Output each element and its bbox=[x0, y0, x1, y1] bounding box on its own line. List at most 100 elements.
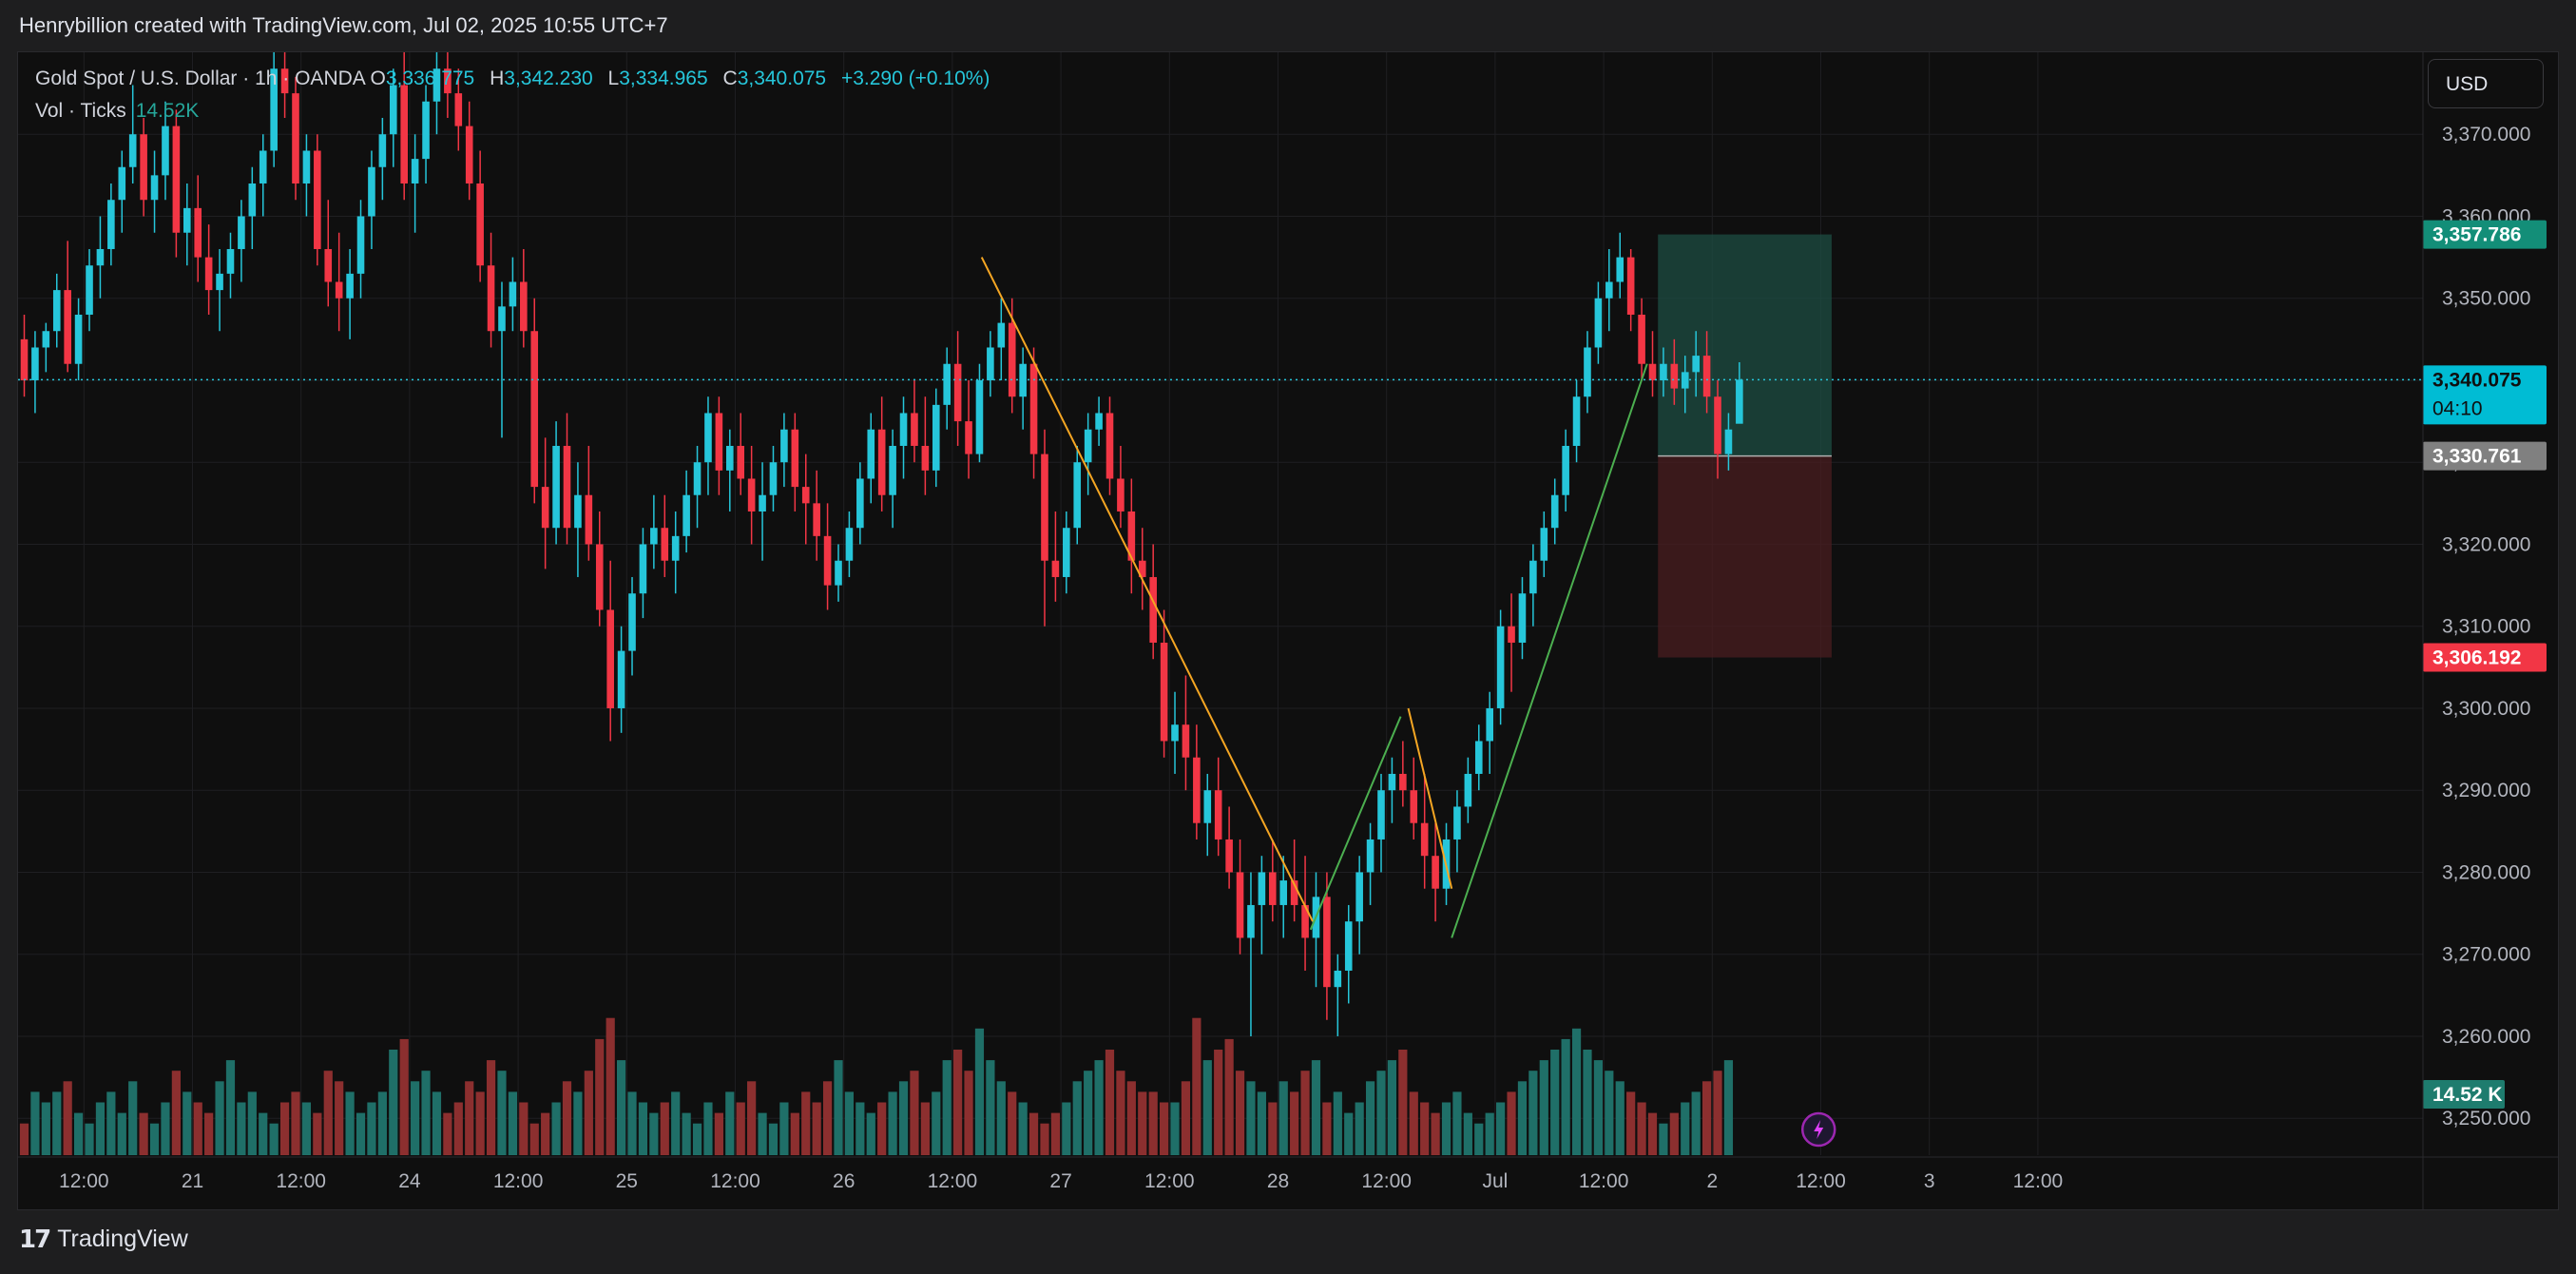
candle-body[interactable] bbox=[1399, 773, 1407, 791]
candle-body[interactable] bbox=[671, 535, 680, 561]
candle-body[interactable] bbox=[1453, 806, 1461, 840]
candle-body[interactable] bbox=[172, 125, 181, 233]
candle-body[interactable] bbox=[422, 101, 430, 160]
candle-body[interactable] bbox=[465, 125, 473, 183]
candle-body[interactable] bbox=[563, 445, 571, 529]
candle-body[interactable] bbox=[1269, 872, 1277, 905]
candle-body[interactable] bbox=[1290, 880, 1298, 905]
candle-body[interactable] bbox=[997, 322, 1006, 348]
candle-body[interactable] bbox=[693, 462, 702, 495]
candle-body[interactable] bbox=[118, 166, 126, 201]
candle-body[interactable] bbox=[1160, 642, 1168, 742]
candle-body[interactable] bbox=[128, 134, 137, 167]
candle-body[interactable] bbox=[1508, 626, 1515, 643]
candle-body[interactable] bbox=[150, 175, 159, 201]
candle-body[interactable] bbox=[1258, 872, 1266, 905]
candle-body[interactable] bbox=[1660, 363, 1667, 380]
candle-body[interactable] bbox=[1584, 347, 1591, 397]
candle-body[interactable] bbox=[1323, 897, 1331, 988]
candle-body[interactable] bbox=[1377, 790, 1385, 840]
candle-body[interactable] bbox=[1724, 429, 1733, 454]
candle-body[interactable] bbox=[1432, 856, 1439, 889]
candle-body[interactable] bbox=[1736, 379, 1743, 424]
candle-body[interactable] bbox=[1518, 593, 1527, 643]
candle-body[interactable] bbox=[1105, 413, 1114, 479]
candle-body[interactable] bbox=[1529, 560, 1537, 594]
candle-body[interactable] bbox=[921, 445, 930, 471]
candle-body[interactable] bbox=[791, 429, 799, 488]
candle-body[interactable] bbox=[965, 421, 972, 454]
candle-body[interactable] bbox=[1616, 257, 1624, 282]
candle-body[interactable] bbox=[20, 338, 29, 380]
candle-body[interactable] bbox=[183, 207, 191, 233]
candle-body[interactable] bbox=[96, 248, 105, 266]
candle-body[interactable] bbox=[1692, 356, 1700, 373]
candle-body[interactable] bbox=[574, 494, 582, 529]
candle-body[interactable] bbox=[1714, 396, 1721, 454]
candle-body[interactable] bbox=[1410, 790, 1418, 823]
volume-indicator-label[interactable]: Vol · Ticks bbox=[35, 100, 126, 122]
candle-body[interactable] bbox=[1247, 904, 1255, 938]
candle-body[interactable] bbox=[86, 265, 93, 315]
candle-body[interactable] bbox=[650, 528, 658, 545]
candle-body[interactable] bbox=[1117, 478, 1125, 512]
candle-body[interactable] bbox=[433, 68, 441, 102]
candle-body[interactable] bbox=[682, 494, 690, 536]
candle-body[interactable] bbox=[476, 183, 484, 266]
candle-body[interactable] bbox=[194, 207, 202, 258]
candle-body[interactable] bbox=[411, 159, 419, 183]
candle-body[interactable] bbox=[1182, 724, 1190, 758]
position-stop-zone[interactable] bbox=[1658, 455, 1832, 658]
candle-body[interactable] bbox=[987, 347, 994, 380]
trendline-orange[interactable] bbox=[1407, 707, 1453, 889]
chart-area[interactable]: 3,250.000 3,260.000 3,270.000 3,280.000 3,29… bbox=[17, 51, 2559, 1210]
candle-body[interactable] bbox=[1496, 626, 1505, 708]
candle-body[interactable] bbox=[1550, 494, 1559, 529]
candle-body[interactable] bbox=[1648, 363, 1657, 380]
candle-body[interactable] bbox=[1095, 413, 1103, 430]
candle-body[interactable] bbox=[726, 445, 734, 471]
candle-body[interactable] bbox=[704, 413, 712, 463]
candle-body[interactable] bbox=[42, 331, 50, 348]
candle-body[interactable] bbox=[877, 429, 886, 495]
candle-body[interactable] bbox=[140, 134, 147, 201]
price-chart[interactable]: 3,250.000 3,260.000 3,270.000 3,280.000 3,29… bbox=[18, 52, 2558, 1209]
candle-body[interactable] bbox=[454, 93, 463, 126]
trendline-green[interactable] bbox=[1451, 363, 1648, 938]
currency-button[interactable]: USD bbox=[2428, 59, 2544, 108]
volume-legend[interactable]: Vol · Ticks 14.52K bbox=[35, 100, 199, 123]
candle-body[interactable] bbox=[216, 273, 223, 291]
candle-body[interactable] bbox=[248, 183, 257, 217]
candle-body[interactable] bbox=[368, 166, 375, 217]
candle-body[interactable] bbox=[1334, 970, 1342, 988]
candle-body[interactable] bbox=[107, 200, 115, 249]
candle-body[interactable] bbox=[899, 413, 908, 446]
candle-body[interactable] bbox=[628, 593, 636, 651]
candle-body[interactable] bbox=[270, 68, 278, 151]
candle-body[interactable] bbox=[356, 216, 365, 274]
candle-body[interactable] bbox=[867, 429, 875, 479]
candle-body[interactable] bbox=[509, 281, 517, 307]
candle-body[interactable] bbox=[1366, 839, 1375, 873]
candle-body[interactable] bbox=[595, 544, 604, 610]
candle-body[interactable] bbox=[324, 248, 333, 282]
candle-body[interactable] bbox=[715, 413, 723, 471]
candle-body[interactable] bbox=[1638, 314, 1645, 364]
candle-body[interactable] bbox=[498, 306, 506, 332]
candle-body[interactable] bbox=[737, 445, 745, 479]
candle-body[interactable] bbox=[204, 257, 213, 291]
candle-body[interactable] bbox=[1193, 757, 1201, 823]
candle-body[interactable] bbox=[1626, 257, 1635, 315]
candle-body[interactable] bbox=[1236, 872, 1244, 938]
candle-body[interactable] bbox=[1670, 363, 1679, 389]
candle-body[interactable] bbox=[1214, 790, 1222, 840]
candle-body[interactable] bbox=[487, 265, 495, 332]
candle-body[interactable] bbox=[1486, 707, 1493, 742]
candle-body[interactable] bbox=[444, 68, 452, 94]
candle-body[interactable] bbox=[747, 478, 756, 512]
candle-body[interactable] bbox=[280, 68, 289, 94]
candle-body[interactable] bbox=[302, 150, 311, 183]
symbol-title[interactable]: Gold Spot / U.S. Dollar · 1h · OANDA bbox=[35, 68, 365, 89]
position-target-zone[interactable] bbox=[1658, 234, 1832, 456]
candle-body[interactable] bbox=[639, 544, 647, 594]
